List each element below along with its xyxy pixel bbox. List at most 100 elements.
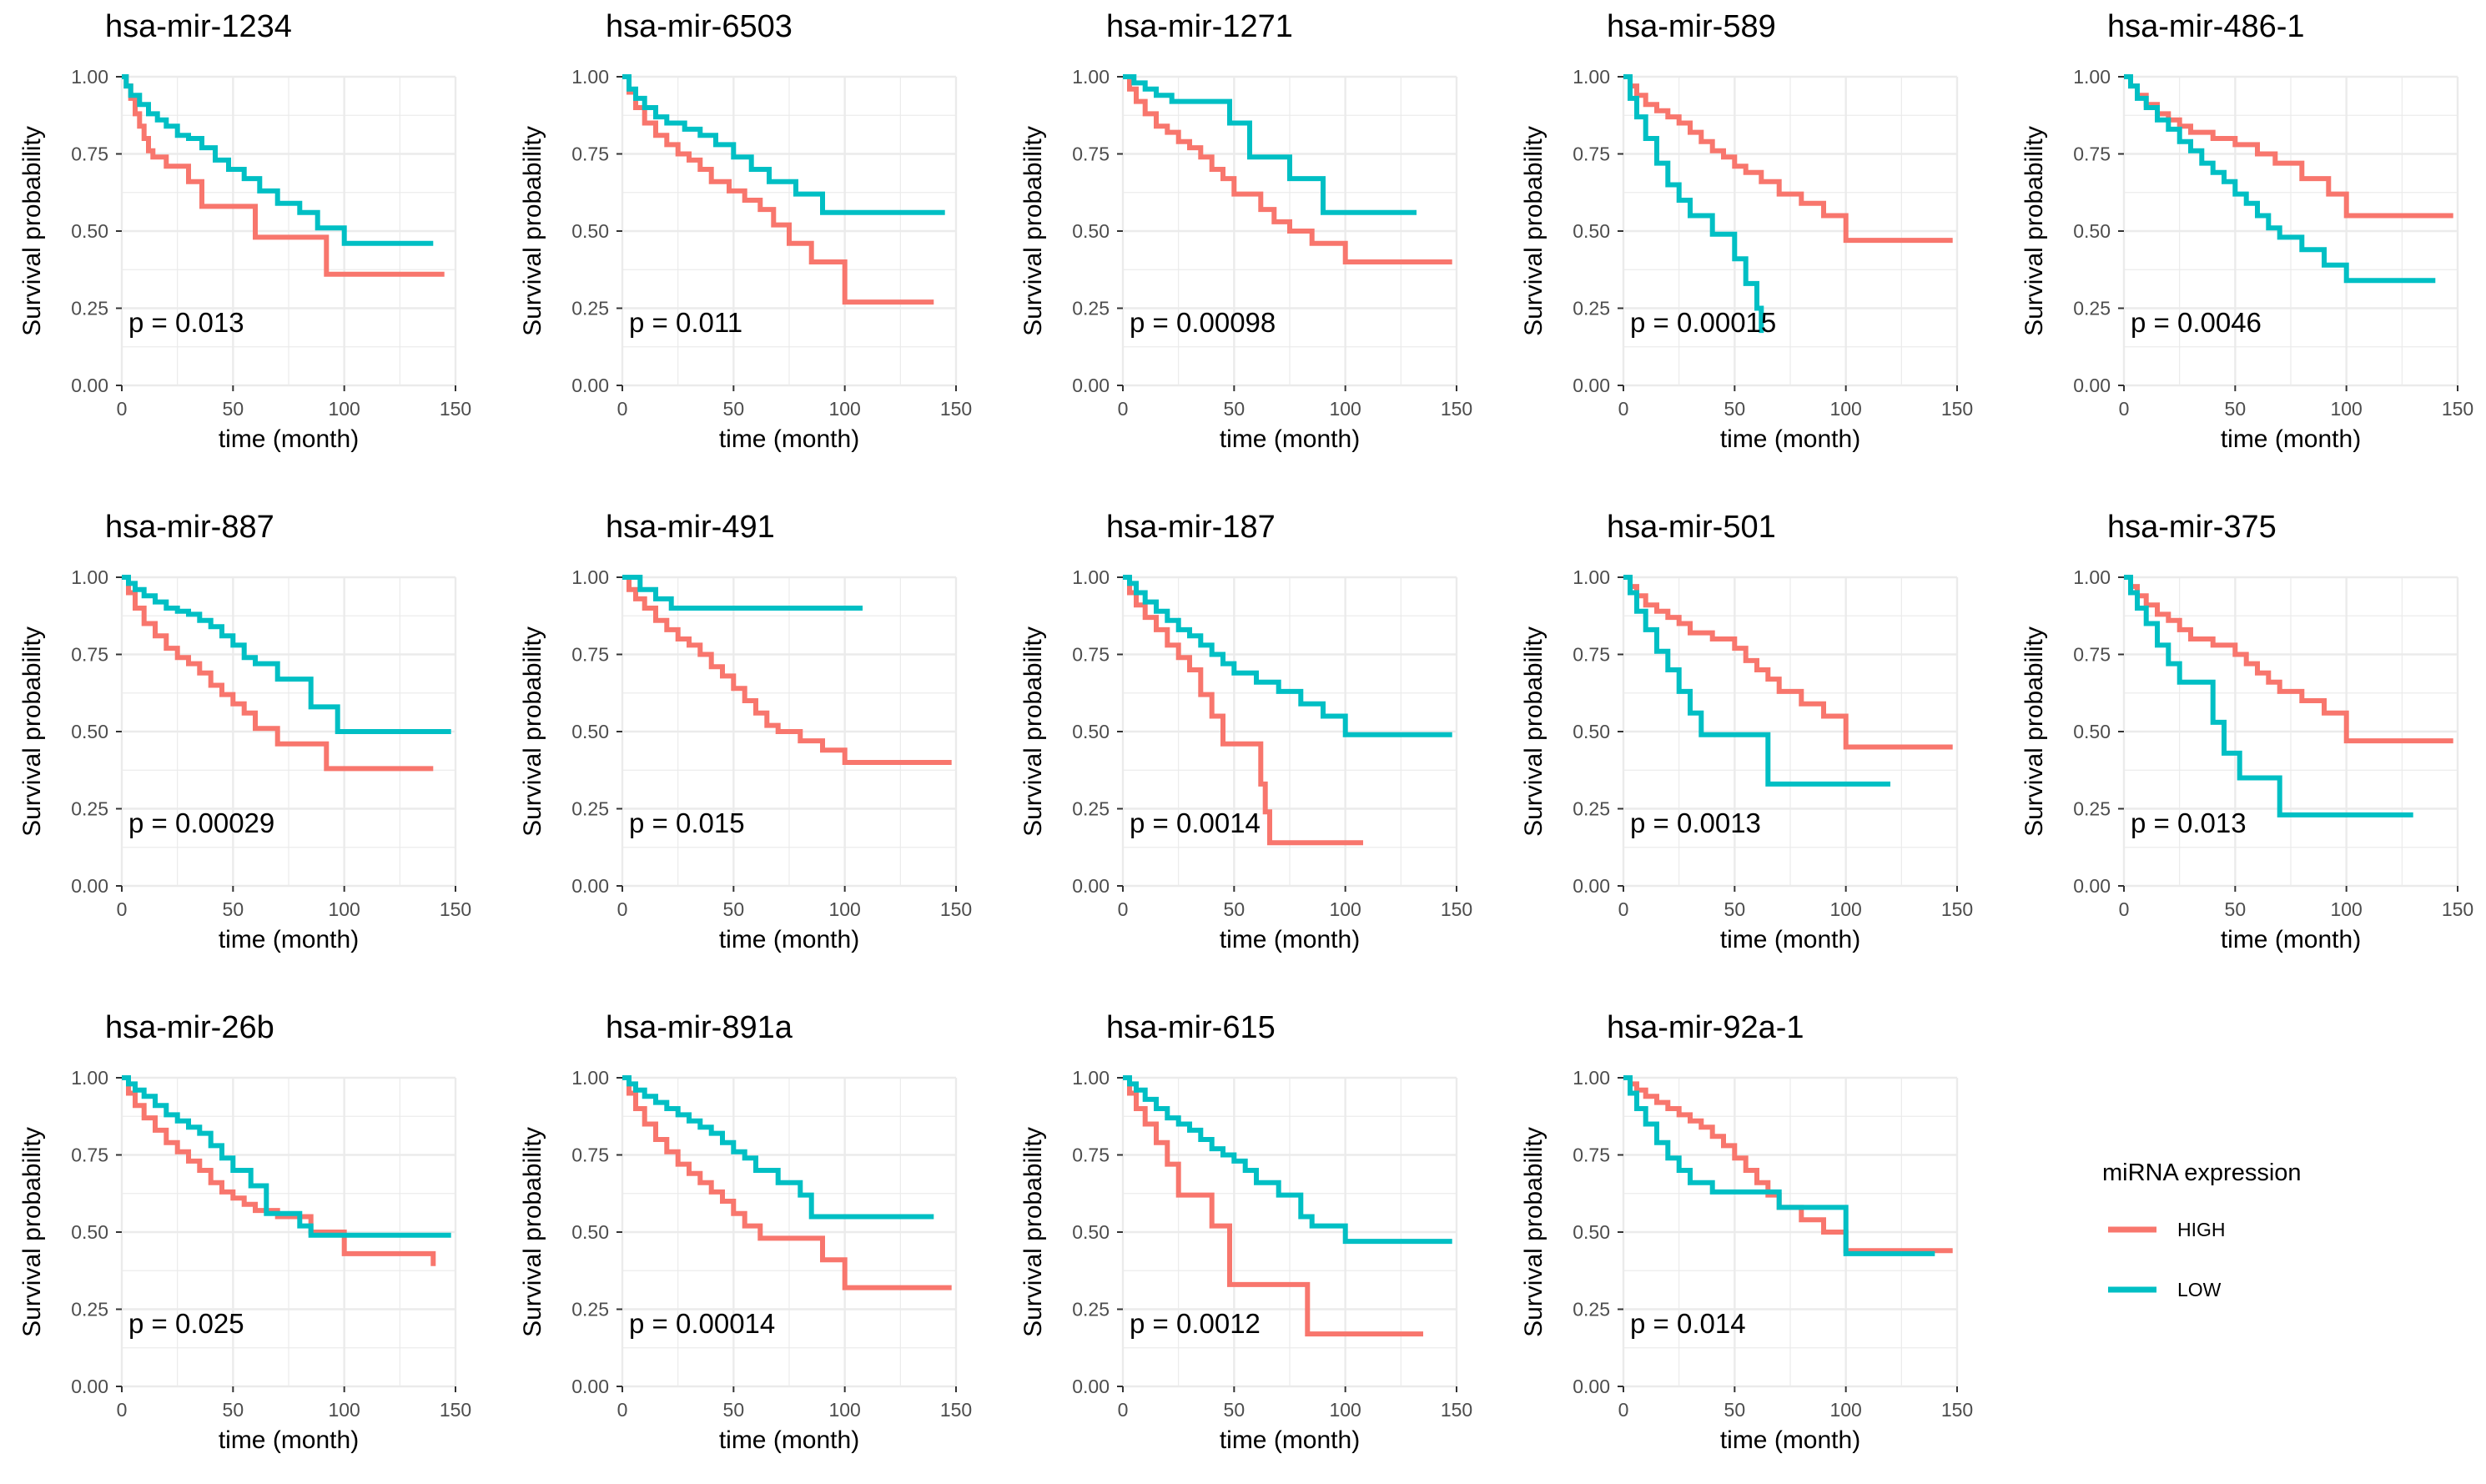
y-tick-label: 0.50 [571, 1221, 609, 1243]
y-tick-label: 0.75 [1573, 143, 1610, 165]
km-panel: 0 50 100 150 0.00 0.25 0.50 0.75 1.00 hsa-mir-887… [18, 510, 471, 953]
y-tick-label: 0.75 [71, 143, 108, 165]
y-tick-label: 0.00 [71, 875, 108, 897]
survival-curve-high [622, 74, 934, 305]
y-tick-label: 0.25 [571, 798, 609, 820]
y-tick-label: 1.00 [71, 566, 108, 588]
y-tick-label: 0.25 [571, 1299, 609, 1321]
x-axis-label: time (month) [219, 425, 359, 453]
y-tick-label: 1.00 [71, 66, 108, 88]
y-tick-label: 0.25 [571, 298, 609, 319]
y-tick-label: 1.00 [571, 66, 609, 88]
km-panel: 0 50 100 150 0.00 0.25 0.50 0.75 1.00 hsa-mir-26b… [18, 1010, 471, 1454]
survival-curve-high [1123, 1075, 1423, 1337]
y-tick-label: 0.50 [71, 721, 108, 742]
survival-curve-high [122, 1075, 436, 1266]
y-axis-label: Survival probability [519, 126, 546, 336]
x-tick-label: 0 [1118, 398, 1129, 420]
x-tick-label: 0 [1618, 398, 1629, 420]
y-tick-label: 0.75 [1072, 1144, 1110, 1166]
y-tick-label: 1.00 [1573, 1067, 1610, 1089]
panel-title: hsa-mir-92a-1 [1607, 1010, 1804, 1045]
survival-curve-low [622, 1075, 934, 1220]
x-tick-label: 0 [2119, 898, 2130, 920]
y-axis-label: Survival probability [2021, 126, 2048, 336]
legend-item-high: HIGH [2108, 1219, 2226, 1240]
y-tick-label: 0.25 [2073, 798, 2111, 820]
x-tick-label: 150 [1941, 1399, 1973, 1421]
x-tick-label: 0 [117, 1399, 128, 1421]
x-axis-label: time (month) [1720, 926, 1860, 953]
y-tick-label: 0.25 [1072, 298, 1110, 319]
panel-title: hsa-mir-26b [105, 1010, 274, 1045]
survival-curve-low [1623, 74, 1764, 334]
y-tick-label: 0.75 [71, 1144, 108, 1166]
y-tick-label: 0.75 [571, 644, 609, 666]
x-tick-label: 100 [328, 898, 360, 920]
y-tick-label: 0.00 [2073, 375, 2111, 396]
legend-title: miRNA expression [2102, 1160, 2302, 1186]
x-tick-label: 100 [1829, 398, 1861, 420]
x-axis-label: time (month) [1220, 425, 1360, 453]
x-tick-label: 50 [2225, 398, 2247, 420]
x-tick-label: 50 [1724, 1399, 1746, 1421]
panel-title: hsa-mir-1271 [1106, 9, 1293, 44]
p-value-label: p = 0.025 [128, 1308, 244, 1339]
major-gridlines [621, 1076, 958, 1388]
x-tick-label: 50 [1224, 1399, 1246, 1421]
panel-title: hsa-mir-891a [606, 1010, 793, 1045]
panel-title: hsa-mir-6503 [606, 9, 793, 44]
p-value-label: p = 0.0014 [1130, 807, 1261, 838]
x-tick-label: 100 [828, 898, 860, 920]
km-panel: 0 50 100 150 0.00 0.25 0.50 0.75 1.00 hsa-mir-589… [1520, 9, 1973, 453]
km-panel: 0 50 100 150 0.00 0.25 0.50 0.75 1.00 hsa-mir-92a… [1520, 1010, 1973, 1454]
p-value-label: p = 0.00029 [128, 807, 274, 838]
y-tick-label: 0.00 [571, 875, 609, 897]
x-tick-label: 150 [440, 1399, 471, 1421]
major-gridlines [1622, 1076, 1959, 1388]
y-tick-label: 1.00 [1072, 566, 1110, 588]
y-tick-label: 0.00 [1072, 375, 1110, 396]
y-tick-label: 0.00 [571, 375, 609, 396]
y-tick-label: 0.75 [571, 1144, 609, 1166]
legend-item-low: LOW [2108, 1279, 2222, 1300]
y-tick-label: 0.75 [1072, 143, 1110, 165]
legend: miRNA expression HIGH LOW [2102, 1160, 2302, 1300]
x-tick-label: 100 [2330, 398, 2362, 420]
x-tick-label: 0 [617, 898, 628, 920]
y-tick-label: 0.75 [2073, 143, 2111, 165]
x-tick-label: 0 [117, 398, 128, 420]
x-axis-label: time (month) [719, 1426, 859, 1454]
x-tick-label: 150 [940, 1399, 972, 1421]
km-panel: 0 50 100 150 0.00 0.25 0.50 0.75 1.00 hsa-mir-123… [18, 9, 471, 453]
y-tick-label: 0.25 [1573, 298, 1610, 319]
x-axis-label: time (month) [1220, 926, 1360, 953]
survival-curve-high [2124, 575, 2453, 744]
y-axis-label: Survival probability [18, 1127, 46, 1337]
km-panel: 0 50 100 150 0.00 0.25 0.50 0.75 1.00 hsa-mir-187… [1019, 510, 1472, 953]
panel-title: hsa-mir-1234 [105, 9, 292, 44]
x-tick-label: 150 [440, 398, 471, 420]
x-tick-label: 100 [2330, 898, 2362, 920]
y-tick-label: 0.25 [1573, 798, 1610, 820]
p-value-label: p = 0.011 [629, 307, 742, 338]
y-tick-label: 0.50 [1072, 1221, 1110, 1243]
y-tick-label: 1.00 [1072, 66, 1110, 88]
survival-curve-low [622, 74, 945, 215]
x-tick-label: 0 [1118, 898, 1129, 920]
x-tick-label: 50 [723, 898, 745, 920]
y-tick-label: 0.00 [2073, 875, 2111, 897]
y-tick-label: 1.00 [2073, 66, 2111, 88]
y-axis-label: Survival probability [1520, 126, 1547, 336]
panel-title: hsa-mir-887 [105, 510, 274, 545]
x-tick-label: 50 [1724, 898, 1746, 920]
y-axis-label: Survival probability [519, 626, 546, 837]
y-tick-label: 1.00 [2073, 566, 2111, 588]
y-tick-label: 0.25 [71, 298, 108, 319]
y-axis-label: Survival probability [1520, 626, 1547, 837]
x-tick-label: 100 [1829, 898, 1861, 920]
x-tick-label: 50 [723, 1399, 745, 1421]
y-axis-label: Survival probability [2021, 626, 2048, 837]
km-panel: 0 50 100 150 0.00 0.25 0.50 0.75 1.00 hsa-mir-486… [2021, 9, 2473, 453]
